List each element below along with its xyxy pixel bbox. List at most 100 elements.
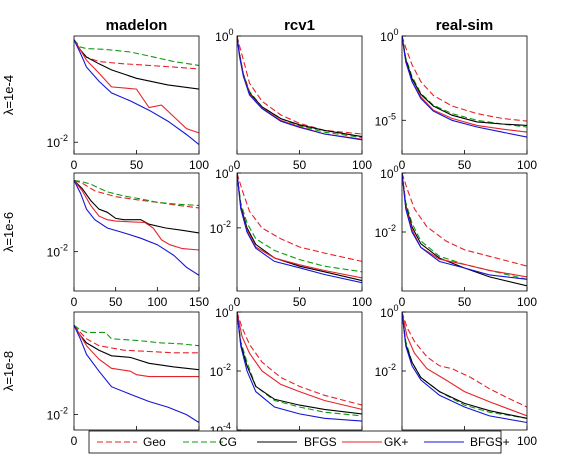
x-tick-label: 100	[517, 295, 537, 309]
x-tick-label: 50	[458, 158, 472, 172]
legend-label: BFGS	[304, 435, 337, 449]
y-tick-exponent: -2	[60, 243, 68, 253]
series-line-geo	[74, 39, 199, 70]
series-lines	[402, 312, 527, 424]
legend: Geo CG BFGS GK+ BFGS+	[88, 430, 510, 454]
series-line-bfgs-plus	[237, 173, 362, 284]
series-line-cg	[237, 312, 362, 417]
row-labels: λ=1e-4 λ=1e-6 λ=1e-8	[1, 75, 16, 391]
series-line-bfgs	[402, 36, 527, 126]
series-lines	[402, 36, 527, 138]
x-tick-label: 50	[293, 158, 307, 172]
y-tick-exponent: -2	[223, 362, 231, 372]
series-lines	[74, 39, 199, 146]
column-titles: madelon rcv1 real-sim	[106, 17, 494, 34]
row-label-lambda-1e-6: λ=1e-6	[1, 212, 16, 252]
series-line-bfgs	[402, 312, 527, 419]
x-tick-label: 0	[399, 158, 406, 172]
series-line-gk-plus	[402, 36, 527, 133]
y-tick-exponent: 0	[229, 164, 234, 174]
y-tick-label: 10	[210, 222, 224, 236]
series-line-gk-plus	[402, 312, 527, 417]
series-line-bfgs-plus	[237, 312, 362, 422]
y-tick-exponent: -5	[388, 111, 396, 121]
x-tick-label: 100	[189, 158, 209, 172]
x-tick-label: 50	[130, 158, 144, 172]
x-tick-label: 50	[109, 295, 123, 309]
subplot-madelon-row2: 0 50 100 150 10 -2	[47, 172, 209, 309]
y-tick-exponent: -2	[223, 219, 231, 229]
axes-box	[236, 172, 363, 292]
series-line-bfgs-plus	[402, 173, 527, 280]
x-tick-label: 0	[234, 295, 241, 309]
series-line-gk-plus	[237, 312, 362, 410]
series-line-bfgs-plus	[402, 312, 527, 424]
y-tick-exponent: 0	[394, 303, 399, 313]
series-line-cg	[237, 173, 362, 273]
x-tick-label: 100	[352, 295, 372, 309]
y-tick-label: 10	[215, 306, 229, 320]
x-tick-label: 0	[234, 158, 241, 172]
axes-box	[401, 311, 528, 431]
series-line-bfgs-plus	[74, 325, 199, 423]
series-line-cg	[74, 324, 199, 347]
series-line-bfgs	[237, 312, 362, 415]
series-line-bfgs	[402, 173, 527, 287]
series-line-cg	[237, 36, 362, 139]
x-tick-label: 50	[293, 295, 307, 309]
x-tick-label: 150	[189, 295, 209, 309]
legend-item-geo: Geo	[97, 435, 166, 449]
axes-box	[73, 172, 200, 292]
series-line-geo	[402, 312, 527, 408]
column-title-real-sim: real-sim	[436, 17, 494, 34]
series-line-cg	[74, 179, 199, 206]
series-line-bfgs-plus	[74, 180, 199, 276]
y-tick-exponent: 0	[229, 303, 234, 313]
x-tick-label: 0	[71, 295, 78, 309]
column-title-rcv1: rcv1	[284, 17, 315, 34]
series-lines	[74, 324, 199, 423]
series-line-cg	[402, 36, 527, 128]
column-title-madelon: madelon	[106, 17, 168, 34]
legend-label: Geo	[143, 435, 166, 449]
y-tick-label: 10	[380, 30, 394, 44]
series-line-gk-plus	[74, 325, 199, 378]
series-line-geo	[74, 324, 199, 354]
y-tick-label: 10	[375, 365, 389, 379]
legend-item-gk-plus: GK+	[342, 435, 408, 449]
y-tick-label: 10	[47, 246, 61, 260]
axes-box	[236, 311, 363, 431]
series-line-geo	[237, 173, 362, 262]
series-lines	[237, 312, 362, 422]
y-tick-label: 10	[380, 167, 394, 181]
series-line-geo	[402, 36, 527, 122]
series-line-geo	[402, 173, 527, 267]
y-tick-exponent: -2	[60, 406, 68, 416]
series-line-gk-plus	[237, 173, 362, 279]
y-tick-exponent: -2	[388, 362, 396, 372]
series-lines	[237, 173, 362, 284]
series-line-cg	[402, 312, 527, 419]
y-tick-label: 10	[47, 409, 61, 423]
y-tick-label: 10	[47, 136, 61, 150]
series-line-bfgs-plus	[237, 36, 362, 141]
y-tick-exponent: 0	[394, 164, 399, 174]
series-lines	[74, 179, 199, 276]
y-tick-label: 10	[215, 167, 229, 181]
y-tick-label: 10	[215, 30, 229, 44]
series-line-bfgs	[74, 180, 199, 234]
series-line-geo	[237, 36, 362, 135]
series-line-bfgs-plus	[74, 39, 199, 146]
x-tick-label: 100	[352, 158, 372, 172]
row-label-lambda-1e-8: λ=1e-8	[1, 351, 16, 391]
legend-item-cg: CG	[183, 435, 237, 449]
series-line-gk-plus	[74, 39, 199, 134]
